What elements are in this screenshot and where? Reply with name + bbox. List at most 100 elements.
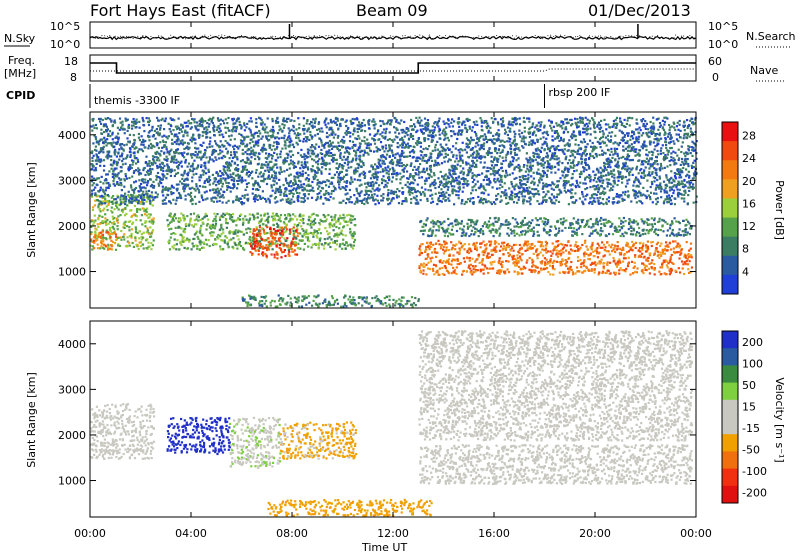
heatmap-cell xyxy=(319,197,322,200)
heatmap-cell xyxy=(146,184,149,187)
heatmap-cell xyxy=(234,174,238,177)
heatmap-cell xyxy=(396,173,399,176)
heatmap-cell xyxy=(650,125,653,128)
heatmap-cell xyxy=(543,257,546,260)
heatmap-cell xyxy=(283,237,286,240)
heatmap-cell xyxy=(683,193,686,196)
heatmap-cell xyxy=(504,189,507,192)
heatmap-cell xyxy=(340,201,343,204)
heatmap-cell xyxy=(216,126,219,129)
heatmap-cell xyxy=(615,271,618,274)
heatmap-cell xyxy=(442,129,445,132)
heatmap-cell xyxy=(349,227,352,231)
heatmap-cell xyxy=(291,250,294,253)
heatmap-cell xyxy=(517,226,520,229)
heatmap-cell xyxy=(617,230,620,233)
heatmap-cell xyxy=(282,118,285,122)
heatmap-cell xyxy=(228,164,231,167)
heatmap-cell xyxy=(511,156,514,159)
heatmap-cell xyxy=(672,157,675,160)
heatmap-cell xyxy=(268,245,271,248)
heatmap-cell xyxy=(96,243,99,246)
heatmap-cell xyxy=(348,140,352,143)
heatmap-cell xyxy=(318,223,322,226)
heatmap-cell xyxy=(103,130,106,134)
heatmap-cell xyxy=(167,223,170,226)
heatmap-cell xyxy=(265,224,268,227)
heatmap-cell xyxy=(498,173,501,176)
heatmap-cell xyxy=(532,154,535,157)
heatmap-cell xyxy=(447,261,450,264)
heatmap-cell xyxy=(273,256,276,259)
heatmap-cell xyxy=(197,214,200,217)
heatmap-cell xyxy=(470,136,473,139)
heatmap-cell xyxy=(494,118,497,121)
heatmap-cell xyxy=(109,220,112,223)
heatmap-cell xyxy=(606,159,609,162)
heatmap-cell xyxy=(340,229,343,232)
heatmap-cell xyxy=(228,157,231,160)
heatmap-cell xyxy=(684,159,687,162)
heatmap-cell xyxy=(122,149,125,152)
heatmap-cell xyxy=(329,245,332,249)
heatmap-cell xyxy=(196,124,199,127)
heatmap-cell xyxy=(371,165,374,169)
heatmap-cell xyxy=(456,182,459,185)
heatmap-cell xyxy=(330,144,333,147)
heatmap-cell xyxy=(214,215,217,218)
heatmap-cell xyxy=(261,223,264,226)
heatmap-cell xyxy=(512,160,515,163)
heatmap-cell xyxy=(129,164,132,167)
heatmap-cell xyxy=(198,185,201,188)
heatmap-cell xyxy=(205,126,208,129)
heatmap-cell xyxy=(497,242,500,246)
heatmap-cell xyxy=(492,169,495,172)
heatmap-cell xyxy=(682,125,685,129)
heatmap-cell xyxy=(205,228,208,231)
heatmap-cell xyxy=(594,264,597,267)
heatmap-cell xyxy=(176,189,179,192)
heatmap-cell xyxy=(467,266,470,269)
heatmap-cell xyxy=(615,193,619,196)
heatmap-cell xyxy=(359,160,362,163)
heatmap-cell xyxy=(491,261,494,264)
heatmap-cell xyxy=(534,217,537,220)
heatmap-cell xyxy=(597,232,600,235)
heatmap-cell xyxy=(436,220,439,223)
heatmap-cell xyxy=(363,149,366,152)
heatmap-cell xyxy=(649,165,652,168)
heatmap-cell xyxy=(635,118,638,121)
heatmap-cell xyxy=(647,256,650,259)
heatmap-cell xyxy=(626,182,629,185)
heatmap-cell xyxy=(552,261,555,264)
heatmap-cell xyxy=(533,142,536,145)
heatmap-cell xyxy=(512,249,515,252)
heatmap-cell xyxy=(525,223,528,226)
heatmap-cell xyxy=(102,125,105,128)
heatmap-cell xyxy=(444,266,447,270)
heatmap-cell xyxy=(458,154,461,157)
heatmap-cell xyxy=(673,234,676,237)
heatmap-cell xyxy=(256,216,259,219)
heatmap-cell xyxy=(298,123,301,126)
heatmap-cell xyxy=(472,121,475,124)
heatmap-cell xyxy=(111,175,114,179)
heatmap-cell xyxy=(550,187,553,190)
heatmap-cell xyxy=(415,173,418,176)
heatmap-cell xyxy=(629,233,633,236)
heatmap-cell xyxy=(684,254,687,257)
heatmap-cell xyxy=(99,180,102,183)
heatmap-cell xyxy=(546,222,549,226)
heatmap-cell xyxy=(620,123,623,127)
heatmap-cell xyxy=(644,232,647,235)
heatmap-cell xyxy=(342,225,346,228)
heatmap-cell xyxy=(600,258,603,261)
heatmap-cell xyxy=(316,232,319,235)
heatmap-cell xyxy=(299,232,302,235)
heatmap-cell xyxy=(496,152,499,155)
heatmap-cell xyxy=(104,194,107,197)
heatmap-cell xyxy=(487,226,490,229)
heatmap-cell xyxy=(678,244,682,247)
heatmap-cell xyxy=(458,251,461,254)
heatmap-cell xyxy=(522,244,526,247)
